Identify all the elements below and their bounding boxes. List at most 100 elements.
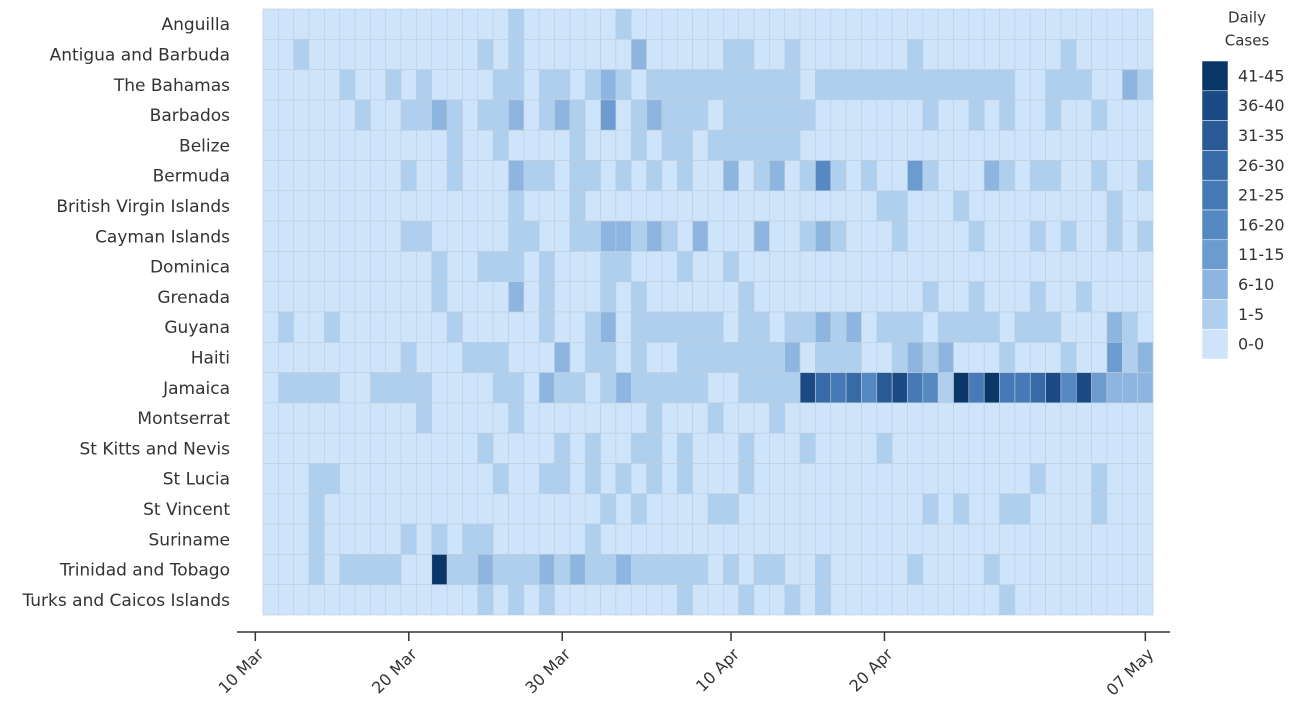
cell [1060, 372, 1077, 404]
legend-swatch [1201, 120, 1229, 151]
cell [278, 190, 294, 222]
cell [769, 129, 786, 161]
x-tick-label: 20 Mar [368, 644, 421, 697]
cell [1106, 190, 1123, 222]
cell [1075, 523, 1092, 555]
cell [953, 129, 970, 161]
cell [922, 99, 939, 131]
cell [784, 523, 801, 555]
cell [615, 99, 632, 131]
cell [1029, 38, 1046, 70]
cell [262, 372, 279, 404]
cell [707, 432, 724, 464]
cell [569, 220, 586, 252]
cell [462, 129, 479, 161]
cell [937, 523, 954, 555]
cell [293, 69, 310, 101]
cell [907, 99, 924, 131]
cell [431, 8, 448, 40]
cell [815, 38, 832, 70]
cell [324, 523, 341, 555]
cell [431, 523, 448, 555]
cell [308, 311, 325, 343]
cell [492, 554, 509, 586]
cell [707, 341, 724, 373]
cell [1014, 220, 1031, 252]
cell [462, 281, 479, 313]
cell [416, 432, 433, 464]
cell [278, 493, 294, 525]
cell [769, 341, 786, 373]
cell [907, 432, 924, 464]
cell [1060, 432, 1077, 464]
cell [677, 341, 693, 373]
cell [769, 523, 786, 555]
cell [600, 493, 617, 525]
cell [1106, 523, 1123, 555]
cell [339, 281, 356, 313]
cell [523, 372, 540, 404]
cell [646, 523, 663, 555]
cell [1014, 311, 1031, 343]
row-label: Anguilla [161, 15, 230, 35]
cell [861, 69, 878, 101]
cell [370, 372, 387, 404]
cell [999, 220, 1016, 252]
cell [937, 190, 954, 222]
cell [876, 432, 893, 464]
cell [1106, 463, 1123, 495]
cell [830, 402, 847, 434]
cell [600, 341, 617, 373]
cell [692, 69, 709, 101]
cell [354, 554, 371, 586]
cell [630, 129, 647, 161]
cell [492, 8, 509, 40]
cell [400, 251, 417, 282]
cell [278, 38, 294, 70]
cell [416, 463, 433, 495]
cell [799, 8, 816, 40]
cell [615, 251, 632, 282]
cell [1029, 432, 1046, 464]
cell [1137, 463, 1154, 495]
cell [1091, 69, 1108, 101]
cell [600, 220, 617, 252]
cell [400, 584, 417, 616]
row-label: Dominica [150, 258, 230, 278]
cell [1045, 493, 1062, 525]
cell [815, 432, 832, 464]
cell [431, 554, 448, 586]
cell [968, 190, 985, 222]
cell [630, 311, 647, 343]
cell [446, 493, 463, 525]
cell [769, 311, 786, 343]
cell [968, 220, 985, 252]
cell [462, 402, 479, 434]
cell [692, 251, 709, 282]
cell [492, 251, 509, 282]
cell [431, 402, 448, 434]
cell [400, 160, 417, 192]
cell [1029, 251, 1046, 282]
cell [1075, 311, 1092, 343]
cell [707, 38, 724, 70]
cell [354, 341, 371, 373]
cell [769, 8, 786, 40]
cell [937, 463, 954, 495]
cell [738, 402, 755, 434]
cell [554, 190, 571, 222]
cell [308, 341, 325, 373]
cell [1122, 523, 1138, 555]
cell [278, 220, 294, 252]
cell [753, 8, 770, 40]
cell [615, 341, 632, 373]
cell [1075, 432, 1092, 464]
cell [891, 190, 908, 222]
cell [584, 129, 601, 161]
cell [968, 129, 985, 161]
cell [769, 372, 786, 404]
cell [937, 160, 954, 192]
cell [293, 99, 310, 131]
cell [922, 220, 939, 252]
cell [907, 463, 924, 495]
